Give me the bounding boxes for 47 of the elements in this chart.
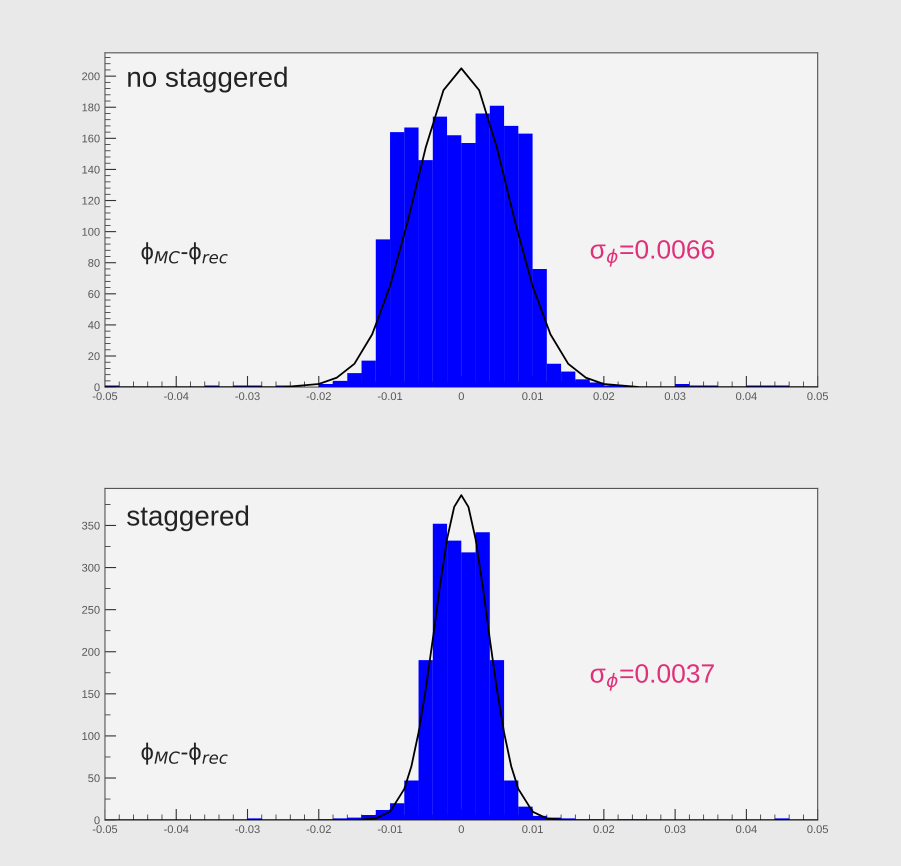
annotation: no staggered (128, 66, 287, 93)
x-tick-label: -0.01 (378, 825, 402, 834)
y-tick-label: 250 (82, 606, 100, 614)
x-tick-label: 0.05 (807, 392, 828, 400)
x-tick-label: 0.01 (522, 825, 543, 834)
y-tick-label: 160 (82, 134, 100, 142)
x-tick-label: 0.01 (522, 392, 543, 400)
x-tick-label: -0.01 (378, 392, 402, 400)
x-tick-label: -0.05 (92, 825, 118, 834)
y-tick-label: 300 (82, 564, 100, 572)
x-tick-label: -0.03 (235, 825, 260, 834)
annotation: σ$_{ϕ}$=0.0066 (590, 240, 714, 267)
y-tick-label: 0 (94, 816, 100, 824)
x-tick-label: -0.05 (92, 392, 118, 400)
x-tick-label: -0.02 (306, 825, 331, 834)
y-tick-label: 50 (88, 774, 100, 782)
y-tick-label: 20 (88, 352, 100, 360)
y-tick-label: 150 (82, 690, 100, 698)
x-tick-label: 0 (458, 392, 464, 400)
x-tick-label: 0.03 (664, 392, 686, 400)
y-tick-label: 350 (82, 522, 100, 530)
x-tick-label: -0.04 (164, 392, 189, 400)
annotation: ϕ$_{MC}$-ϕ$_{rec}$ (142, 742, 228, 765)
x-tick-label: 0.05 (807, 825, 828, 834)
y-tick-label: 40 (88, 321, 100, 330)
y-tick-label: 200 (82, 72, 100, 80)
y-tick-label: 140 (82, 166, 100, 174)
y-tick-label: 100 (82, 228, 100, 236)
y-tick-label: 80 (88, 258, 100, 267)
x-tick-label: 0.02 (593, 825, 614, 834)
annotation: ϕ$_{MC}$-ϕ$_{rec}$ (142, 242, 228, 264)
x-tick-label: 0.04 (736, 825, 757, 834)
y-tick-label: 60 (88, 290, 100, 298)
x-tick-label: 0.02 (593, 392, 614, 400)
y-tick-label: 0 (94, 383, 100, 392)
x-tick-label: 0.03 (664, 825, 686, 834)
x-tick-label: 0 (458, 825, 464, 834)
x-tick-label: 0.04 (736, 392, 757, 400)
annotation: staggered (127, 505, 248, 532)
x-tick-label: -0.03 (235, 392, 260, 400)
y-tick-label: 200 (82, 648, 100, 656)
x-tick-label: -0.02 (306, 392, 331, 400)
y-tick-label: 120 (82, 196, 100, 205)
y-tick-label: 100 (82, 732, 100, 740)
y-tick-label: 180 (82, 104, 100, 112)
annotation: σ$_{ϕ}$=0.0037 (590, 664, 714, 691)
x-tick-label: -0.04 (164, 825, 189, 834)
